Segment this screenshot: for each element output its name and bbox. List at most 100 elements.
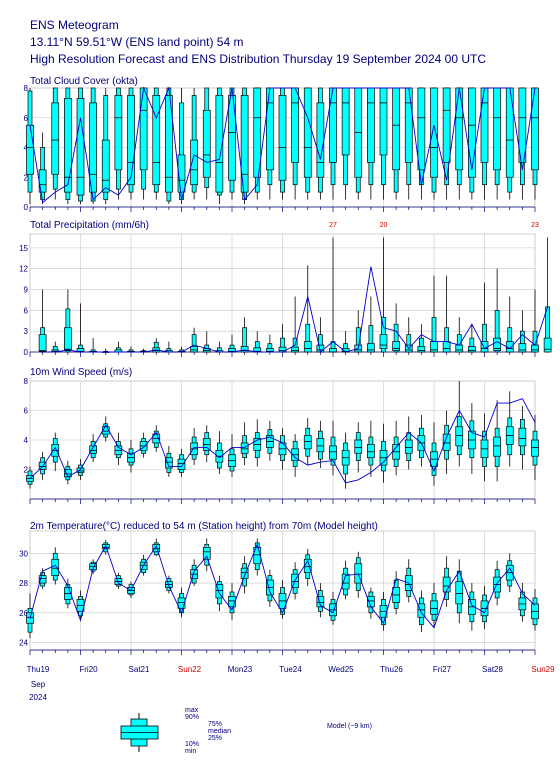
box-inner — [354, 563, 363, 584]
day-label: Thu26 — [380, 665, 403, 674]
box-inner — [266, 87, 274, 171]
box-plot — [38, 289, 47, 353]
box-plot — [101, 88, 110, 205]
legend-median: median — [208, 728, 231, 735]
legend-min: min — [185, 748, 196, 755]
box-plot — [543, 237, 552, 353]
box-plot — [228, 434, 236, 477]
box-outer — [494, 310, 500, 353]
box-inner — [89, 445, 97, 454]
panel-title: 10m Wind Speed (m/s) — [30, 367, 132, 378]
box-plot — [152, 538, 161, 557]
box-inner — [215, 95, 224, 193]
box-inner — [392, 341, 400, 351]
box-inner — [89, 102, 97, 193]
box-plot — [316, 420, 325, 469]
panel-2: 0 3 6 9 12 15 Total Precipitation (mm/6h) 27 20 2… — [19, 220, 552, 357]
box-inner — [518, 343, 527, 353]
box-inner — [493, 337, 501, 351]
y-tick-label: 0 — [24, 348, 29, 357]
box-plot — [518, 310, 527, 353]
box-plot — [240, 87, 249, 205]
box-plot — [64, 289, 72, 353]
boxplot-legend: max 90% 75% median 25% 10% min Model (~9… — [120, 707, 372, 755]
box-plot — [329, 87, 337, 200]
box-plot — [379, 591, 388, 631]
hres-forecast-line — [42, 266, 549, 353]
day-label: Wed25 — [328, 665, 354, 674]
box-inner — [101, 139, 110, 193]
box-plot — [101, 416, 110, 442]
legend-p90: 90% — [185, 714, 199, 721]
box-plot — [392, 420, 400, 476]
box-plot — [493, 268, 501, 353]
box-plot — [177, 88, 186, 205]
box-plot — [455, 381, 464, 467]
box-inner — [404, 87, 413, 163]
day-label: Tue24 — [279, 665, 302, 674]
box-inner — [518, 427, 527, 447]
box-plot — [240, 422, 249, 466]
box-plot — [64, 460, 72, 485]
hres-forecast-line — [29, 398, 536, 484]
y-tick-label: 24 — [19, 639, 28, 648]
box-inner — [76, 98, 85, 196]
box-plot — [89, 87, 97, 205]
box-inner — [329, 87, 337, 163]
box-inner — [455, 344, 464, 353]
box-inner — [316, 102, 325, 178]
box-plot — [278, 428, 287, 470]
box-plot — [468, 403, 476, 474]
box-plot — [329, 591, 337, 625]
panel-title: Total Cloud Cover (okta) — [30, 76, 138, 87]
box-plot — [303, 265, 312, 353]
box-plot — [89, 559, 97, 575]
box-plot — [316, 317, 325, 353]
box-plot — [152, 87, 161, 200]
box-plot — [392, 571, 400, 615]
box-inner — [531, 344, 539, 353]
box-inner — [253, 547, 262, 565]
box-plot — [51, 341, 60, 353]
box-plot — [430, 583, 438, 628]
box-inner — [240, 442, 249, 454]
box-plot — [202, 87, 211, 200]
box-plot — [354, 422, 363, 473]
box-plot — [266, 420, 274, 461]
box-plot — [367, 420, 375, 477]
y-tick-label: 8 — [24, 377, 29, 386]
box-inner — [367, 343, 375, 353]
box-inner — [139, 87, 148, 171]
box-inner — [303, 87, 312, 178]
box-plot — [114, 87, 123, 200]
box-plot — [253, 87, 262, 200]
box-plot — [455, 559, 464, 624]
box-plot — [341, 432, 350, 489]
location-line: 13.11°N 59.51°W (ENS land point) 54 m — [30, 35, 244, 49]
box-plot — [303, 87, 312, 200]
box-plot — [392, 87, 400, 200]
legend-model-note: Model (~9 km) — [327, 723, 372, 730]
box-inner — [341, 573, 350, 590]
box-plot — [202, 538, 211, 572]
box-inner — [114, 95, 123, 171]
y-tick-label: 6 — [24, 407, 29, 416]
box-plot — [190, 428, 198, 466]
box-plot — [442, 275, 451, 353]
box-plot — [329, 420, 337, 476]
box-plot — [518, 87, 527, 200]
box-inner — [531, 439, 539, 457]
box-inner — [442, 87, 451, 163]
box-inner — [291, 87, 299, 163]
day-label: Sun29 — [531, 665, 555, 674]
box-plot — [228, 583, 236, 621]
legend-p25: 25% — [208, 735, 222, 742]
box-inner — [329, 348, 337, 353]
y-tick-label: 28 — [19, 579, 28, 588]
box-plot — [190, 88, 198, 200]
box-plot — [139, 432, 148, 458]
time-axis: Sep 2024 Thu19 Fri20 Sat21 Sun22 Mon23 Tue24 W… — [27, 665, 555, 702]
box-inner — [240, 567, 249, 579]
box-inner — [38, 334, 47, 352]
